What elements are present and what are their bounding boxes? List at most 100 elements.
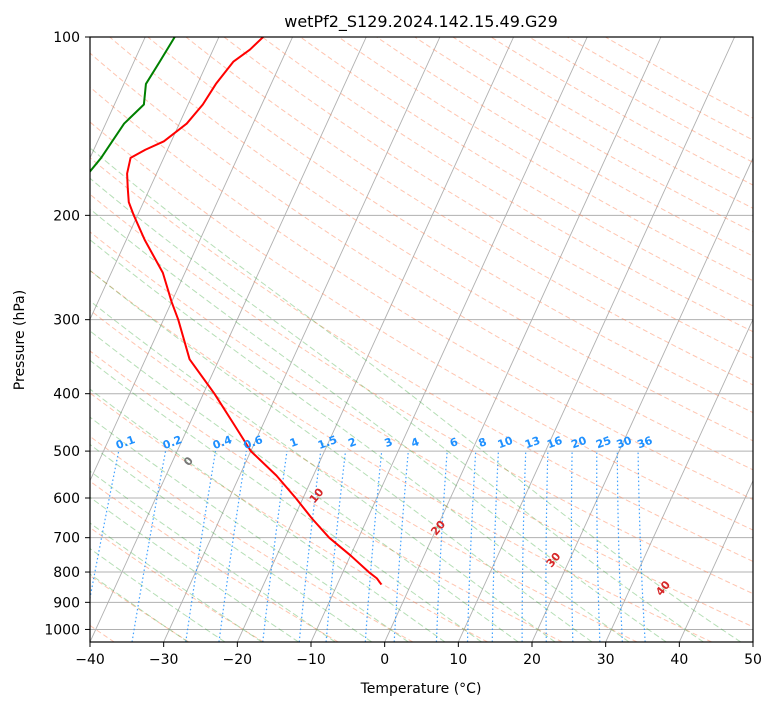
dry-adiabats: [90, 37, 753, 642]
x-tick-label: 10: [449, 652, 467, 668]
moist-adiabat-line: [90, 239, 630, 642]
dry-adiabat-line: [338, 37, 753, 282]
mixing-ratio-line: [596, 451, 601, 642]
moist-adiabat-label: 0: [181, 454, 196, 468]
mixing-ratio-line: [90, 450, 120, 602]
mixing-ratio-line: [185, 451, 217, 642]
moist-adiabat-line: [90, 522, 263, 642]
pressure-gridlines: [90, 37, 753, 630]
moist-adiabat-line: [90, 496, 299, 642]
isotherm-line: [90, 37, 146, 160]
x-tick-label: −40: [75, 652, 105, 668]
isotherm-line: [531, 156, 753, 642]
x-tick-label: 30: [597, 652, 615, 668]
dry-adiabat-line: [300, 37, 753, 307]
isotherm-line: [457, 37, 735, 642]
mixing-ratio-label: 0.1: [114, 433, 137, 452]
isotherm-line: [236, 37, 514, 642]
x-tick-label: −30: [149, 652, 179, 668]
moist-adiabat-line: [90, 177, 704, 642]
y-tick-label: 300: [53, 313, 80, 329]
dry-adiabat-line: [90, 231, 753, 628]
chart-title: wetPf2_S129.2024.142.15.49.G29: [284, 12, 558, 32]
dry-adiabat-line: [490, 37, 753, 186]
y-tick-label: 100: [53, 30, 80, 46]
moist-adiabat-line: [90, 147, 742, 642]
isotherm-line: [384, 37, 662, 642]
moist-adiabat-label: 40: [653, 578, 673, 598]
line-labels: 0.10.20.40.611.52346810131620253036-100-…: [114, 433, 673, 598]
moist-adiabat-line: [90, 573, 189, 642]
moist-adiabat-line: [90, 208, 667, 642]
isotherm-line: [310, 37, 588, 642]
moist-adiabat-line: [90, 416, 409, 642]
moist-adiabat-line: [90, 388, 446, 642]
mixing-ratio-label: 0.6: [242, 433, 265, 452]
profile-lines: [90, 37, 383, 586]
dry-adiabat-line: [605, 37, 753, 119]
y-axis-label: Pressure (hPa): [12, 290, 28, 390]
isotherm-line: [90, 37, 293, 482]
x-tick-label: −10: [296, 652, 326, 668]
dry-adiabat-line: [528, 37, 753, 163]
mixing-ratio-label: 3: [383, 435, 395, 450]
moist-adiabat-label: 30: [544, 550, 564, 570]
mixing-ratio-label: 36: [635, 434, 654, 452]
moist-adiabats: [90, 147, 742, 642]
y-tick-label: 200: [53, 208, 80, 224]
moist-adiabat-label: 20: [428, 518, 448, 538]
isotherm-line: [0, 37, 72, 642]
dry-adiabat-line: [185, 37, 753, 386]
dry-adiabat-line: [90, 121, 753, 531]
mixing-ratio-line: [262, 451, 288, 642]
mixing-ratio-line: [545, 451, 549, 642]
isotherm-line: [163, 37, 441, 642]
y-tick-label: 800: [53, 565, 80, 581]
moist-adiabat-line: [90, 470, 336, 642]
mixing-ratio-label: 13: [523, 434, 542, 451]
dry-adiabat-line: [90, 269, 712, 642]
x-tick-label: 40: [670, 652, 688, 668]
mixing-ratio-line: [218, 451, 247, 642]
mixing-ratio-line: [298, 451, 322, 642]
dry-adiabat-line: [90, 157, 753, 562]
moist-adiabat-line: [90, 330, 519, 642]
mixing-ratio-label: 25: [594, 434, 613, 451]
moist-adiabat-label: 10: [307, 485, 327, 505]
isotherm-line: [605, 318, 753, 642]
isotherm-line: [90, 37, 367, 642]
skewed-isotherms: [0, 37, 753, 642]
mixing-ratio-line: [393, 451, 409, 642]
temperature-profile-line: [126, 37, 383, 586]
isotherm-line: [752, 640, 753, 642]
isotherm-line: [90, 37, 220, 321]
dry-adiabat-line: [90, 480, 339, 642]
mixing-ratio-label: 0.2: [161, 433, 184, 452]
moist-adiabat-line: [90, 443, 373, 642]
y-tick-label: 600: [53, 491, 80, 507]
moist-adiabat-line: [90, 547, 226, 642]
dry-adiabat-line: [452, 37, 753, 209]
plot-frame: [89, 36, 754, 643]
x-axis-label: Temperature (°C): [360, 681, 482, 697]
dry-adiabat-line: [223, 37, 753, 359]
y-tick-label: 400: [53, 387, 80, 403]
mixing-ratio-label: 8: [477, 435, 489, 450]
mixing-ratio-label: 4: [409, 435, 421, 450]
plot-area: 0.10.20.40.611.52346810131620253036-100-…: [0, 37, 753, 642]
mixing-ratio-label: 2: [346, 435, 358, 450]
mixing-ratio-label: 1.5: [316, 433, 339, 452]
mixing-ratio-line: [325, 451, 347, 642]
x-tick-label: 0: [380, 652, 389, 668]
moist-adiabat-line: [90, 269, 593, 642]
dry-adiabat-line: [147, 37, 753, 414]
x-tick-label: −20: [223, 652, 253, 668]
mixing-ratio-label: 16: [545, 434, 564, 452]
mixing-ratio-label: 1: [288, 435, 300, 450]
moist-adiabat-line: [90, 300, 556, 642]
dry-adiabat-line: [90, 392, 488, 642]
y-axis-ticks: 1000 900 800 700 600 500 400 300 200 100: [44, 30, 90, 638]
dry-adiabat-line: [109, 37, 753, 442]
dry-adiabat-line: [90, 575, 190, 642]
